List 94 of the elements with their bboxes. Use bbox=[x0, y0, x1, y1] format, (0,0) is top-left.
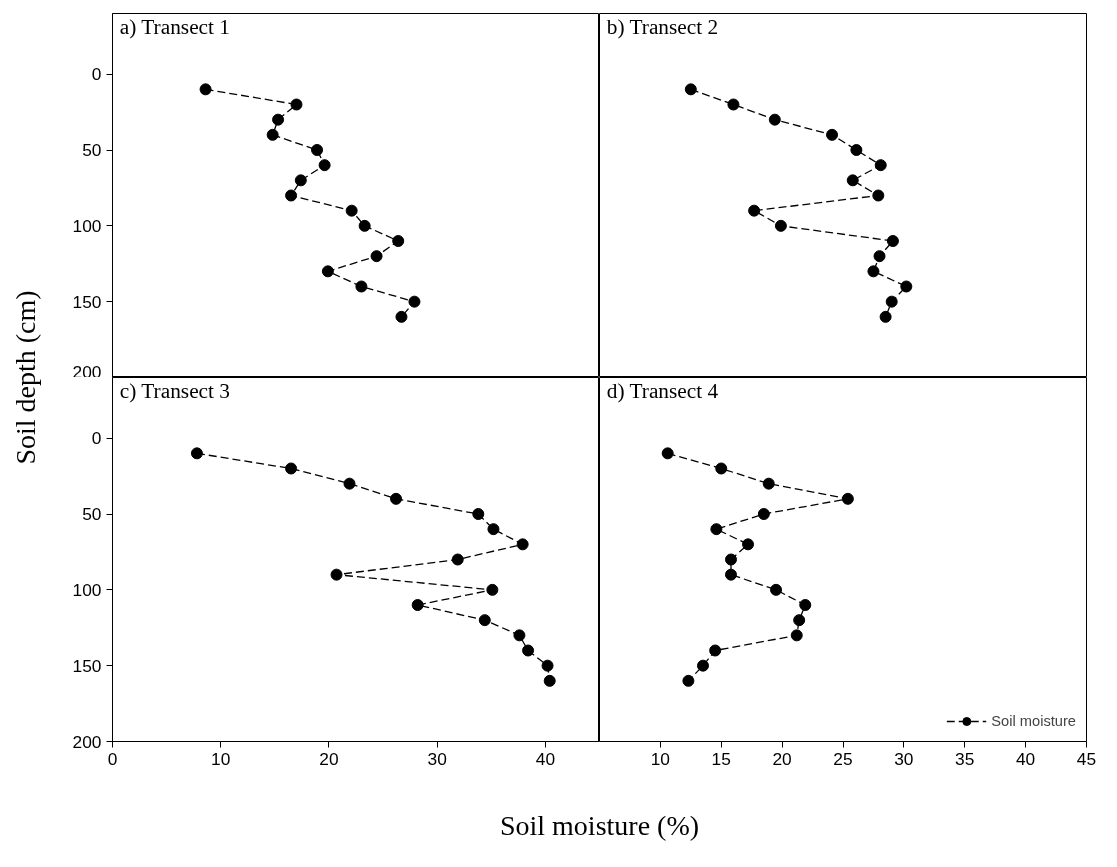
point bbox=[874, 159, 887, 172]
chart-title: d) Transect 4 bbox=[606, 379, 719, 404]
point bbox=[696, 659, 709, 672]
point bbox=[392, 235, 405, 247]
point bbox=[311, 144, 324, 156]
point bbox=[321, 265, 334, 278]
point bbox=[900, 280, 913, 293]
point bbox=[343, 477, 356, 490]
y-tick-label: 100 bbox=[72, 215, 102, 236]
point bbox=[294, 174, 307, 187]
point bbox=[724, 568, 737, 581]
point bbox=[799, 599, 812, 611]
x-tick-label: 45 bbox=[1076, 748, 1097, 769]
point bbox=[318, 159, 331, 172]
chart-title: b) Transect 2 bbox=[606, 15, 719, 40]
point bbox=[757, 508, 770, 520]
point bbox=[762, 477, 775, 490]
point bbox=[478, 614, 491, 627]
x-tick-label: 30 bbox=[894, 748, 914, 769]
point bbox=[724, 553, 737, 566]
point bbox=[513, 629, 526, 642]
x-tick-label: 10 bbox=[211, 748, 231, 769]
point bbox=[486, 583, 499, 596]
x-tick-label: 15 bbox=[711, 748, 731, 769]
point bbox=[543, 674, 556, 687]
point bbox=[290, 98, 303, 111]
x-tick-label: 20 bbox=[772, 748, 792, 769]
point bbox=[850, 144, 863, 156]
point bbox=[715, 462, 728, 475]
x-tick-label: 40 bbox=[535, 748, 556, 769]
point bbox=[710, 523, 723, 536]
x-tick-label: 25 bbox=[833, 748, 853, 769]
point bbox=[522, 644, 535, 657]
point bbox=[727, 98, 740, 111]
point bbox=[774, 219, 787, 232]
point bbox=[867, 265, 880, 278]
point bbox=[879, 310, 892, 323]
point bbox=[872, 189, 885, 202]
point bbox=[199, 83, 212, 96]
point bbox=[390, 492, 403, 505]
point bbox=[190, 447, 203, 460]
point bbox=[770, 583, 783, 596]
legend-label: Soil moisture bbox=[991, 713, 1076, 729]
point bbox=[846, 174, 859, 187]
point bbox=[790, 629, 803, 642]
point bbox=[684, 83, 697, 96]
x-tick-label: 40 bbox=[1015, 748, 1036, 769]
x-tick-label: 10 bbox=[650, 748, 671, 769]
point bbox=[285, 462, 298, 475]
x-axis-title: Soil moisture (%) bbox=[499, 809, 700, 841]
x-tick-label: 30 bbox=[427, 748, 447, 769]
point bbox=[709, 644, 722, 657]
point bbox=[793, 614, 806, 627]
point bbox=[886, 235, 899, 247]
point bbox=[395, 310, 408, 323]
y-tick-label: 0 bbox=[91, 428, 102, 449]
point bbox=[272, 113, 285, 126]
point bbox=[516, 538, 529, 551]
point bbox=[885, 295, 898, 308]
y-tick-label: 150 bbox=[72, 291, 102, 312]
y-tick-label: 100 bbox=[72, 579, 102, 600]
point bbox=[768, 113, 781, 126]
x-tick-label: 35 bbox=[955, 748, 975, 769]
point bbox=[826, 128, 839, 141]
point bbox=[541, 659, 554, 672]
point bbox=[841, 492, 854, 505]
y-tick-label: 50 bbox=[82, 140, 102, 160]
point bbox=[285, 189, 298, 202]
point bbox=[358, 219, 371, 232]
chart-title: a) Transect 1 bbox=[119, 15, 230, 40]
y-axis-title: Soil depth (cm) bbox=[10, 290, 41, 465]
chart-title: c) Transect 3 bbox=[119, 379, 230, 404]
point bbox=[873, 250, 886, 263]
point bbox=[408, 295, 421, 308]
x-tick-label: 20 bbox=[319, 748, 339, 769]
point bbox=[487, 523, 500, 536]
y-tick-label: 200 bbox=[72, 361, 102, 382]
point bbox=[266, 128, 279, 141]
y-tick-label: 50 bbox=[82, 504, 102, 524]
point bbox=[370, 250, 383, 263]
point bbox=[330, 568, 343, 581]
point bbox=[682, 674, 695, 687]
y-tick-label: 200 bbox=[72, 731, 102, 752]
point bbox=[472, 508, 485, 520]
point bbox=[661, 447, 674, 460]
point bbox=[345, 204, 358, 217]
point bbox=[748, 204, 761, 217]
point bbox=[451, 553, 464, 566]
x-tick-label: 0 bbox=[107, 748, 118, 769]
point bbox=[411, 599, 424, 611]
point bbox=[355, 280, 368, 293]
y-tick-label: 0 bbox=[91, 64, 102, 85]
y-tick-label: 150 bbox=[72, 655, 102, 676]
point bbox=[742, 538, 755, 551]
